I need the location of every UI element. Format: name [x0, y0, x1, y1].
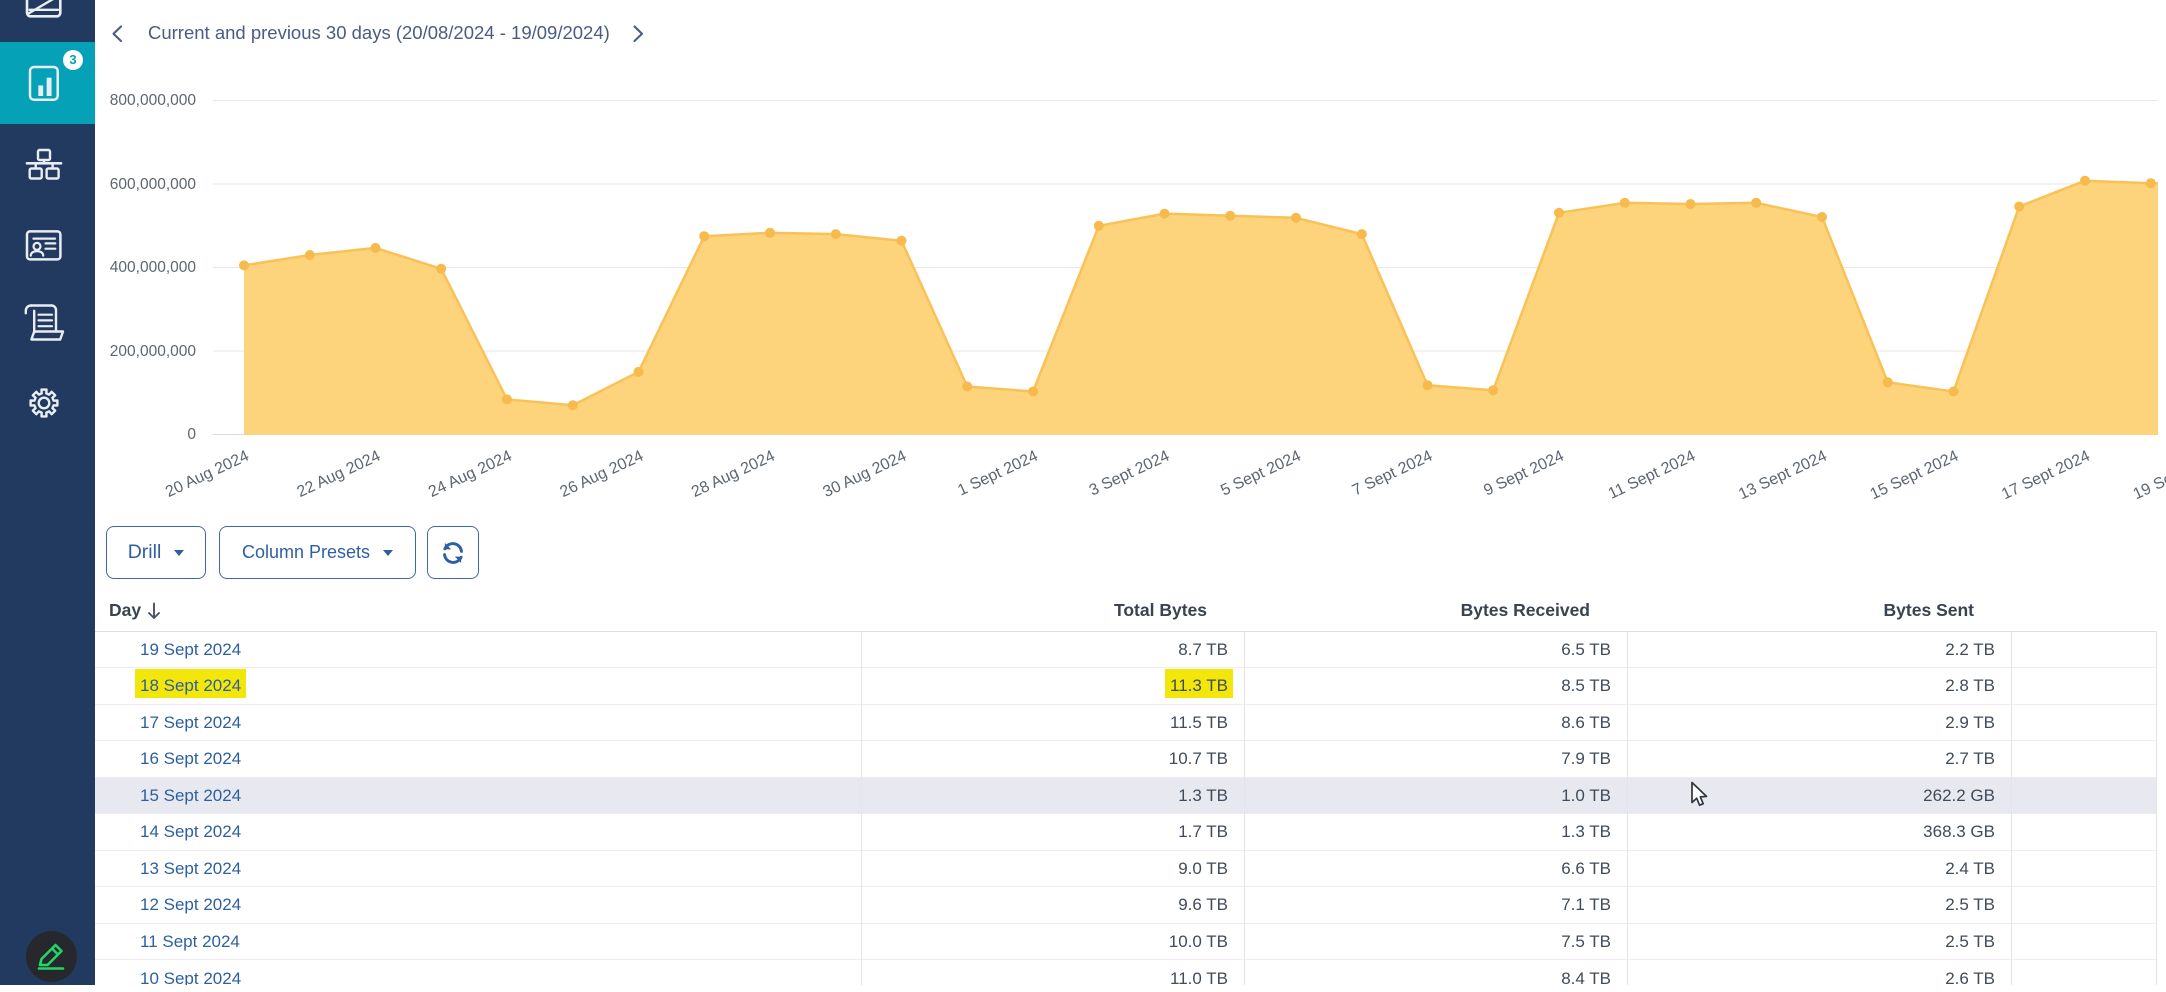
svg-text:7 Sept 2024: 7 Sept 2024 — [1350, 448, 1435, 500]
svg-text:9 Sept 2024: 9 Sept 2024 — [1481, 448, 1566, 500]
svg-text:22 Aug 2024: 22 Aug 2024 — [295, 448, 384, 501]
svg-text:20 Aug 2024: 20 Aug 2024 — [163, 448, 252, 501]
svg-text:15 Sept 2024: 15 Sept 2024 — [1868, 448, 1962, 504]
svg-text:17 Sept 2024: 17 Sept 2024 — [1999, 448, 2093, 504]
svg-text:1 Sept 2024: 1 Sept 2024 — [955, 448, 1040, 500]
svg-text:30 Aug 2024: 30 Aug 2024 — [821, 448, 910, 501]
svg-text:19 Sept 2024: 19 Sept 2024 — [2131, 448, 2166, 504]
svg-text:3 Sept 2024: 3 Sept 2024 — [1087, 448, 1172, 500]
svg-text:24 Aug 2024: 24 Aug 2024 — [426, 448, 515, 501]
svg-text:5 Sept 2024: 5 Sept 2024 — [1218, 448, 1303, 500]
svg-text:28 Aug 2024: 28 Aug 2024 — [689, 448, 778, 501]
svg-text:11 Sept 2024: 11 Sept 2024 — [1606, 448, 1698, 503]
svg-text:26 Aug 2024: 26 Aug 2024 — [558, 448, 647, 501]
svg-text:13 Sept 2024: 13 Sept 2024 — [1736, 448, 1830, 504]
